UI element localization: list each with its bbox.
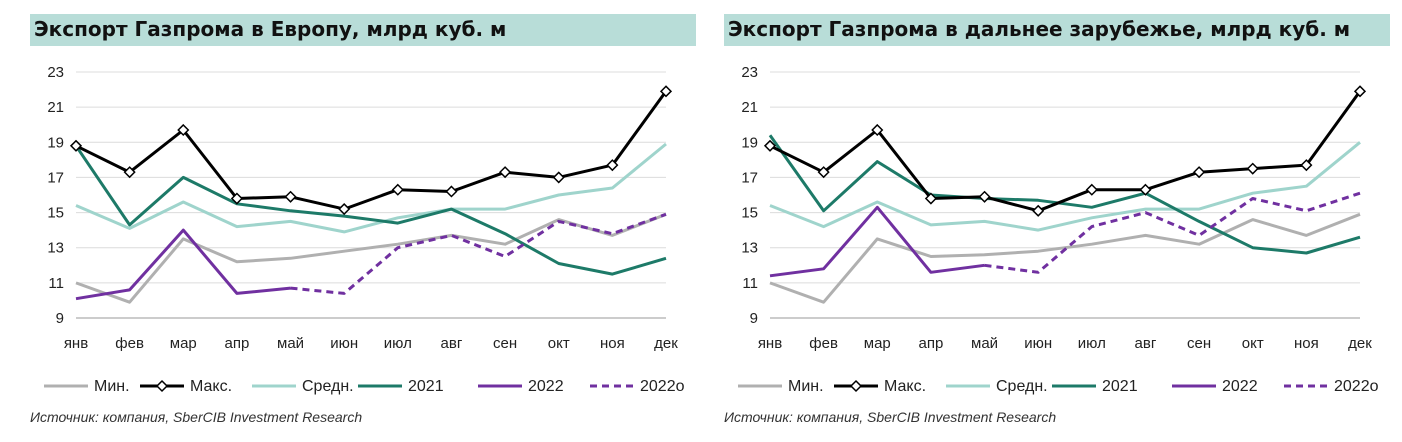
y-tick-label: 21 (47, 99, 64, 116)
data-point-marker (763, 139, 777, 152)
x-tick-label: июл (384, 335, 412, 352)
data-point-marker (69, 139, 83, 152)
x-tick-label: дек (654, 335, 678, 352)
data-point-marker (499, 166, 512, 179)
x-tick-label: мар (864, 335, 891, 352)
x-tick-label: май (277, 335, 304, 352)
data-point-marker (391, 183, 404, 196)
data-point-marker (606, 159, 619, 172)
series-line-средн (75, 142, 667, 234)
data-point-marker (1032, 204, 1045, 217)
legend-marker (849, 379, 863, 393)
line-chart-europe: 9 11 13 15 17 19 21 23 янв фев мар апр май июн июл авг с… (44, 64, 685, 395)
source-note: Источник: компания, SberCIB Investment R… (724, 409, 1057, 425)
data-point-marker (1193, 166, 1206, 179)
chart-title: Экспорт Газпрома в дальнее зарубежье, мл… (728, 17, 1351, 41)
x-tick-label: авг (441, 335, 463, 352)
x-tick-label: фев (115, 335, 144, 352)
x-tick-label: дек (1348, 335, 1372, 352)
y-tick-label: 9 (56, 310, 64, 327)
y-tick-label: 19 (741, 134, 758, 151)
y-tick-label: 17 (741, 169, 758, 186)
y-tick-label: 23 (741, 64, 758, 81)
x-tick-label: сен (493, 335, 517, 352)
data-point-marker (177, 123, 190, 137)
series-line-2021 (768, 134, 1361, 255)
legend-label: 2022o (640, 378, 685, 395)
data-point-marker (123, 166, 136, 179)
legend-label: 2021 (408, 378, 444, 395)
legend-label: Средн. (996, 378, 1048, 395)
data-point-marker (338, 202, 351, 216)
x-tick-label: янв (758, 335, 782, 352)
x-tick-label: май (971, 335, 998, 352)
x-tick-label: июл (1078, 335, 1106, 352)
data-point-marker (924, 192, 937, 205)
y-tick-label: 11 (742, 275, 758, 292)
data-point-marker (552, 171, 565, 184)
data-point-marker (978, 190, 991, 203)
x-tick-label: янв (64, 335, 88, 352)
y-tick-label: 23 (47, 64, 64, 81)
x-tick-label: окт (1242, 335, 1264, 352)
series-line-2021 (74, 144, 667, 276)
legend-label: Макс. (190, 378, 232, 395)
legend-label: 2022 (1222, 378, 1258, 395)
legend-label: Средн. (302, 378, 354, 395)
legend-label: 2022 (528, 378, 564, 395)
series-line-средн (769, 141, 1361, 232)
data-point-marker (1085, 183, 1098, 196)
data-point-marker (871, 123, 884, 137)
x-tick-label: окт (548, 335, 570, 352)
x-tick-label: фев (809, 335, 838, 352)
data-point-marker (1246, 162, 1259, 175)
data-point-marker (284, 190, 297, 203)
chart-title: Экспорт Газпрома в Европу, млрд куб. м (34, 17, 507, 41)
data-point-marker (1300, 159, 1313, 172)
legend-label: 2022o (1334, 378, 1379, 395)
x-tick-label: июн (1024, 335, 1052, 352)
y-tick-label: 11 (48, 275, 64, 292)
data-point-marker (659, 85, 673, 98)
data-point-marker (230, 192, 243, 205)
legend-label: 2021 (1102, 378, 1138, 395)
legend-marker (155, 379, 169, 393)
data-point-marker (1353, 85, 1367, 98)
title-bar: Экспорт Газпрома в Европу, млрд куб. м (30, 14, 696, 46)
y-tick-label: 9 (750, 310, 758, 327)
series-line-2022 (75, 228, 291, 301)
data-point-marker (817, 166, 830, 179)
series-line-макс (769, 90, 1362, 213)
y-tick-label: 13 (47, 240, 64, 257)
x-tick-label: апр (225, 335, 250, 352)
y-tick-label: 17 (47, 169, 64, 186)
series-line-2022o (984, 191, 1361, 274)
chart-panel-europe: Экспорт Газпрома в Европу, млрд куб. м 9… (30, 14, 698, 434)
y-tick-label: 15 (47, 205, 64, 222)
series-line-2022 (769, 205, 985, 278)
chart-panel-far-abroad: Экспорт Газпрома в дальнее зарубежье, мл… (724, 14, 1392, 434)
x-tick-label: мар (170, 335, 197, 352)
legend-label: Макс. (884, 378, 926, 395)
y-tick-label: 21 (741, 99, 758, 116)
x-tick-label: авг (1135, 335, 1157, 352)
x-tick-label: апр (919, 335, 944, 352)
x-tick-label: сен (1187, 335, 1211, 352)
y-tick-label: 15 (741, 205, 758, 222)
title-bar: Экспорт Газпрома в дальнее зарубежье, мл… (724, 14, 1390, 46)
x-tick-label: ноя (1294, 335, 1319, 352)
series-line-макс (75, 90, 668, 211)
legend-label: Мин. (94, 378, 130, 395)
y-tick-label: 19 (47, 134, 64, 151)
line-chart-far-abroad: 9 11 13 15 17 19 21 23 янв фев мар апр май июн июл авг с… (738, 64, 1379, 395)
y-tick-label: 13 (741, 240, 758, 257)
data-point-marker (445, 185, 458, 198)
x-tick-label: июн (330, 335, 358, 352)
legend-label: Мин. (788, 378, 824, 395)
series-line-2022o (290, 212, 667, 295)
data-point-marker (1139, 183, 1152, 196)
x-tick-label: ноя (600, 335, 625, 352)
source-note: Источник: компания, SberCIB Investment R… (30, 409, 363, 425)
series-line-мин (75, 212, 667, 304)
